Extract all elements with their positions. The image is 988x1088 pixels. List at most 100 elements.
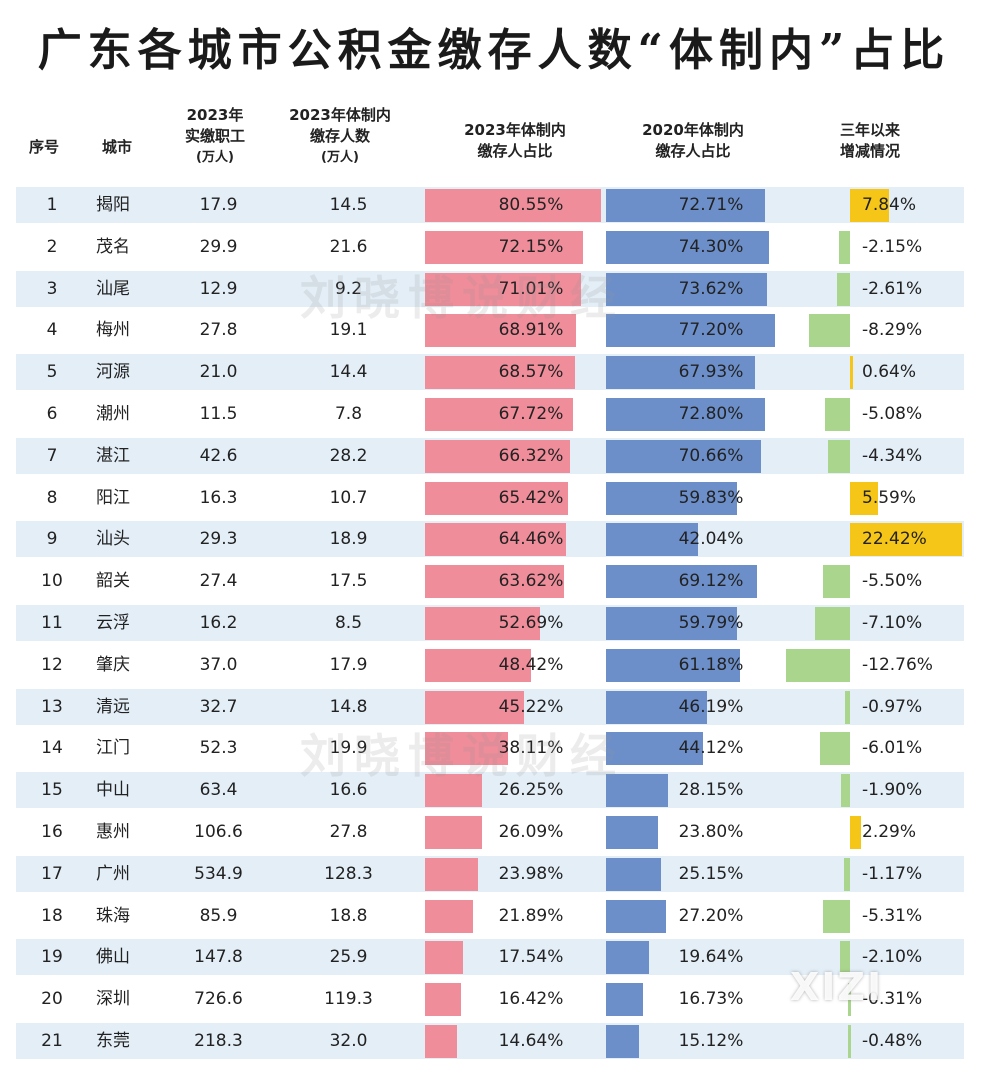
label-share-2023: 23.98% [498, 863, 564, 884]
label-share-2020: 74.30% [678, 236, 744, 257]
bar-share-2020 [606, 648, 740, 682]
table-row: 17 广州 534.9 128.3 23.98% 25.15% -1.17% [16, 855, 964, 892]
label-change: 2.29% [862, 822, 917, 842]
label-share-2023: 65.42% [498, 487, 564, 508]
row-index: 15 [41, 780, 63, 801]
label-share-2020: 70.66% [678, 445, 744, 466]
bar-change [824, 398, 850, 431]
row-city: 湛江 [96, 445, 130, 466]
table-row: 19 佛山 147.8 25.9 17.54% 19.64% -2.10% [16, 939, 964, 976]
bar-share-2023 [425, 816, 483, 849]
bar-share-2023 [425, 732, 509, 766]
label-share-2023: 72.15% [498, 236, 564, 257]
label-share-2020: 69.12% [678, 571, 744, 592]
label-change: -2.15% [862, 236, 923, 257]
label-share-2023: 45.22% [498, 696, 564, 717]
bar-share-2023 [425, 983, 461, 1017]
table-row: 16 惠州 106.6 27.8 26.09% 23.80% 2.29% [16, 814, 964, 850]
label-share-2023: 63.62% [498, 571, 564, 592]
label-change: -5.31% [862, 905, 923, 926]
row-count: 27.8 [329, 822, 368, 842]
row-employees: 27.8 [199, 320, 238, 341]
header-share2020: 2020年体制内 缴存人占比 [618, 120, 768, 162]
row-count: 119.3 [324, 989, 373, 1010]
label-share-2020: 77.20% [678, 320, 744, 341]
bar-share-2020 [606, 439, 761, 473]
row-city: 揭阳 [96, 195, 130, 215]
bar-change [786, 648, 850, 682]
row-employees: 16.3 [199, 487, 238, 508]
label-change: -8.29% [862, 320, 923, 341]
bar-share-2023 [425, 607, 541, 640]
label-share-2023: 67.72% [498, 404, 564, 424]
row-city: 河源 [96, 362, 130, 383]
table-row: 18 珠海 85.9 18.8 21.89% 27.20% -5.31% [16, 898, 964, 934]
bar-share-2020 [606, 189, 766, 222]
bar-share-2020 [606, 272, 768, 306]
header-city: 城市 [101, 138, 132, 156]
header-change: 三年以来 增减情况 [820, 120, 920, 162]
row-city: 汕尾 [96, 278, 130, 299]
header-employees-line1: 2023年 [186, 106, 244, 124]
header-share2020-line2: 缴存人占比 [655, 142, 731, 160]
label-change: -6.01% [862, 738, 923, 759]
label-share-2020: 15.12% [678, 1031, 744, 1051]
table-row: 1 揭阳 17.9 14.5 80.55% 72.71% 7.84% [16, 187, 964, 223]
label-change: 22.42% [862, 529, 927, 550]
row-employees: 42.6 [199, 445, 238, 466]
label-share-2020: 59.79% [678, 613, 744, 633]
label-share-2023: 64.46% [498, 529, 564, 550]
label-share-2023: 26.25% [498, 780, 564, 801]
chart-title: 广东各城市公积金缴存人数“体制内”占比 [37, 25, 951, 76]
row-index: 9 [46, 529, 58, 550]
label-share-2023: 80.55% [498, 195, 564, 215]
bar-share-2020 [606, 857, 662, 891]
row-index: 18 [41, 905, 63, 926]
row-employees: 29.3 [199, 529, 238, 550]
header-share2023: 2023年体制内 缴存人占比 [440, 120, 590, 162]
row-city: 韶关 [96, 571, 130, 592]
row-index: 11 [41, 613, 63, 633]
bar-share-2020 [606, 732, 703, 766]
label-change: -12.76% [862, 654, 933, 675]
bar-change [840, 774, 850, 808]
label-share-2020: 46.19% [678, 696, 744, 717]
label-share-2023: 71.01% [498, 278, 564, 299]
row-employees: 218.3 [194, 1031, 243, 1051]
table-row: 14 江门 52.3 19.9 38.11% 44.12% -6.01% [16, 730, 964, 766]
bar-change [850, 523, 963, 557]
header-count-line1: 2023年体制内 [289, 106, 391, 124]
bar-share-2023 [425, 899, 473, 933]
bar-share-2020 [606, 1025, 640, 1058]
xizi-logo: XIZI [790, 965, 884, 1009]
table-row: 4 梅州 27.8 19.1 68.91% 77.20% -8.29% [16, 312, 964, 348]
row-count: 128.3 [324, 863, 373, 884]
label-change: -2.61% [862, 278, 923, 299]
bar-change [839, 941, 850, 975]
row-employees: 29.9 [199, 236, 238, 257]
bar-share-2020 [606, 314, 776, 348]
row-count: 32.0 [329, 1031, 368, 1051]
bar-share-2023 [425, 314, 576, 348]
bar-share-2020 [606, 899, 666, 933]
bar-change [850, 189, 890, 222]
label-share-2020: 19.64% [678, 947, 744, 968]
label-change: -1.17% [862, 863, 923, 884]
row-city: 广州 [96, 863, 130, 884]
bar-share-2023 [425, 398, 574, 431]
row-index: 16 [41, 822, 63, 842]
label-share-2020: 72.80% [678, 404, 744, 424]
bar-change [850, 816, 862, 849]
row-employees: 85.9 [199, 905, 238, 926]
row-employees: 63.4 [199, 780, 238, 801]
bar-share-2023 [425, 356, 576, 390]
label-share-2020: 59.83% [678, 487, 744, 508]
header-count-unit: (万人) [321, 150, 359, 165]
label-change: -7.10% [862, 613, 923, 633]
row-count: 25.9 [329, 947, 368, 968]
bar-share-2023 [425, 690, 525, 724]
row-index: 21 [41, 1031, 63, 1051]
bar-share-2020 [606, 398, 766, 431]
bar-change [823, 899, 850, 933]
table-row: 12 肇庆 37.0 17.9 48.42% 61.18% -12.76% [16, 647, 964, 683]
